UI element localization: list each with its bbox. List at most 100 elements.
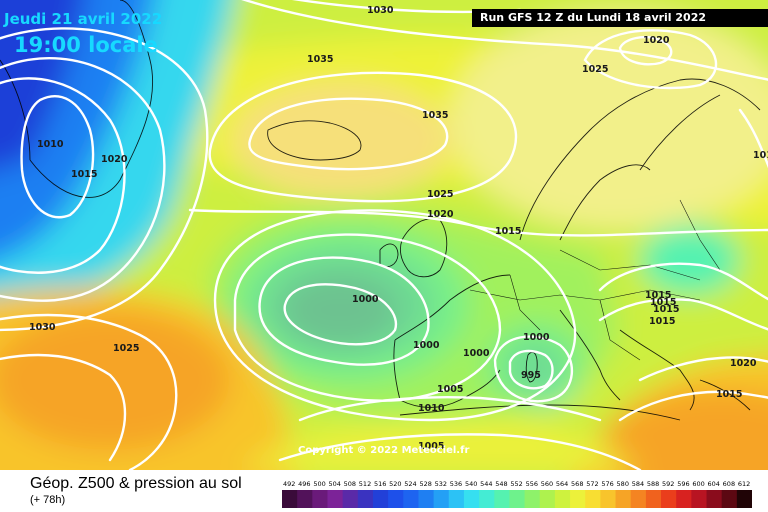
isobar-label: 995 [521,370,541,381]
scale-tick-label: 584 [632,480,644,488]
isobar-label: 1000 [463,348,490,359]
scale-swatch [676,490,692,508]
scale-swatch [372,490,389,508]
scale-tick-label: 492 [283,480,295,488]
scale-tick-label: 608 [723,480,735,488]
scale-tick-label: 556 [526,480,538,488]
scale-tick-label: 564 [556,480,568,488]
scale-swatch [403,490,419,508]
isobar-label: 1035 [307,54,333,65]
isobar-label: 1015 [71,169,97,180]
isobar-labels: 1030 1035 1020 1025 1035 1010 1020 1015 … [29,5,768,452]
scale-tick-label: 520 [389,480,401,488]
isobar-label: 1000 [523,332,550,343]
scale-swatch [630,490,647,508]
scale-tick-label: 512 [359,480,371,488]
copyright-notice: Copyright © 2022 Meteociel.fr [298,445,470,456]
scale-tick-label: 592 [662,480,674,488]
scale-tick-label: 540 [465,480,477,488]
scale-swatch [600,490,617,508]
scale-tick-label: 516 [374,480,386,488]
scale-tick-label: 496 [298,480,310,488]
scale-swatch [585,490,601,508]
scale-tick-label: 536 [450,480,462,488]
scale-swatch [342,490,359,508]
scale-swatch [433,490,450,508]
isobar-label: 1020 [730,358,757,369]
isobar-label: 1020 [101,154,128,165]
map-title: Géop. Z500 & pression au sol [30,475,242,492]
isobar-label: 1010 [418,403,445,414]
scale-swatch [645,490,662,508]
isobar-label: 1005 [437,384,463,395]
isobar-label: 1000 [413,340,440,351]
scale-tick-label: 504 [328,480,340,488]
scale-swatch [524,490,541,508]
isobar-label: 1015 [753,150,768,161]
weather-map: 1030 1035 1020 1025 1035 1010 1020 1015 … [0,0,768,470]
scale-swatch [479,490,495,508]
scale-swatch [327,490,344,508]
scale-swatch [539,490,556,508]
scale-swatch [736,490,752,508]
geopotential-field [0,0,768,470]
scale-swatch [721,490,738,508]
scale-swatch [388,490,404,508]
scale-tick-label: 580 [617,480,629,488]
isobar-label: 1030 [367,5,394,16]
isobar-label: 1010 [37,139,64,150]
forecast-lead-time: (+ 78h) [30,494,66,506]
scale-tick-label: 588 [647,480,659,488]
isobar-label: 1025 [113,343,139,354]
scale-tick-label: 596 [677,480,689,488]
scale-swatch [706,490,723,508]
scale-tick-label: 548 [495,480,507,488]
isobar-label: 1015 [716,389,742,400]
scale-tick-label: 576 [601,480,613,488]
scale-swatch [297,490,313,508]
scale-swatch [554,490,571,508]
scale-tick-label: 500 [313,480,325,488]
isobar-label: 1020 [643,35,670,46]
isobar-label: 1020 [427,209,454,220]
scale-tick-label: 568 [571,480,583,488]
scale-swatch [570,490,586,508]
model-run-banner: Run GFS 12 Z du Lundi 18 avril 2022 [472,9,768,27]
isobar-label: 1015 [653,304,679,315]
scale-swatch [463,490,480,508]
scale-swatch [312,490,328,508]
scale-tick-label: 612 [738,480,750,488]
scale-tick-label: 544 [480,480,492,488]
isobar-label: 1015 [645,290,671,301]
scale-tick-label: 524 [404,480,416,488]
scale-tick-label: 600 [692,480,704,488]
scale-tick-label: 528 [419,480,431,488]
scale-swatch [282,490,298,508]
forecast-time: 19:00 locale [14,33,158,57]
scale-swatch [509,490,526,508]
isobar-label: 1015 [649,316,675,327]
scale-tick-label: 552 [510,480,522,488]
forecast-date: Jeudi 21 avril 2022 [4,10,163,28]
scale-swatch [494,490,510,508]
scale-tick-label: 532 [435,480,447,488]
isobar-label: 1025 [427,189,453,200]
scale-tick-label: 572 [586,480,598,488]
isobar-label: 1035 [422,110,448,121]
isobar-label: 1015 [495,226,521,237]
color-scale: 492 496 500 504 508 512 516 520 524 528 532 536 540 5… [282,480,752,508]
scale-swatch [357,490,374,508]
isobar-label: 1030 [29,322,56,333]
scale-swatch [418,490,435,508]
isobar-label: 1000 [352,294,379,305]
scale-swatch [691,490,708,508]
scale-tick-label: 604 [708,480,720,488]
scale-swatch [448,490,465,508]
isobars [0,0,768,470]
isobar-label: 1025 [582,64,608,75]
scale-swatch [615,490,632,508]
isobar-label: 1015 [650,297,676,308]
isobar-label: 1005 [418,441,444,452]
scale-tick-label: 560 [541,480,553,488]
